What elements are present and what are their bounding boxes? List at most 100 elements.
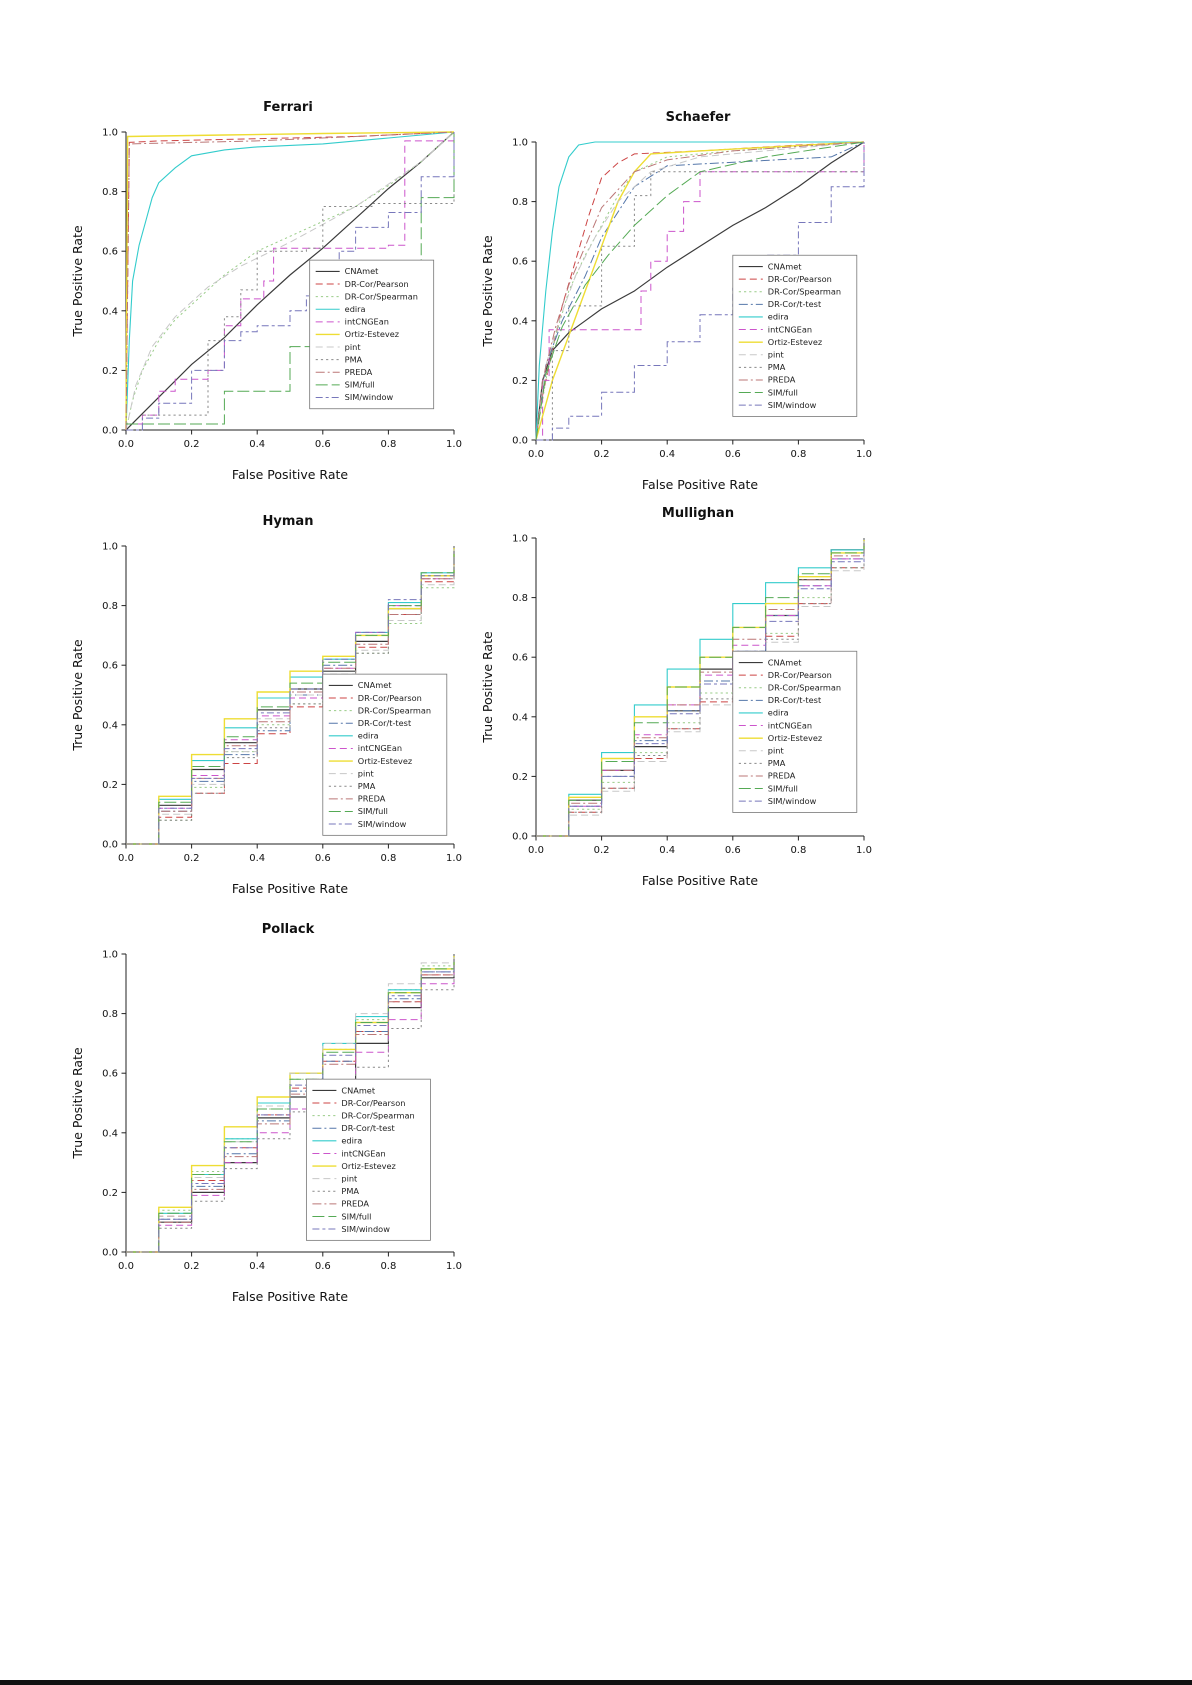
y-tick-label: 0.4: [512, 712, 528, 723]
legend-label-sim-window: SIM/window: [358, 819, 407, 829]
x-tick-label: 1.0: [446, 1261, 462, 1272]
legend-label-dr-cor-pearson: DR-Cor/Pearson: [341, 1098, 405, 1108]
x-tick-label: 0.6: [315, 1261, 331, 1272]
x-tick-label: 0.4: [659, 845, 675, 856]
series-intcngean: [126, 132, 455, 425]
x-tick-label: 0.0: [118, 1261, 134, 1272]
chart-canvas-mullighan: 0.0 0.2 0.4 0.6 0.8 1.0 0.0 0.2 0.4 0.6 0.8 1.0 CNAm…: [478, 528, 878, 893]
legend-label-pint: pint: [345, 342, 362, 352]
x-tick-label: 0.2: [184, 1261, 200, 1272]
legend-label-dr-cor-pearson: DR-Cor/Pearson: [358, 693, 422, 703]
legend-label-edira: edira: [341, 1136, 362, 1146]
series-ortiz-estevez: [125, 131, 455, 431]
legend-label-preda: PREDA: [358, 794, 386, 804]
y-tick-label: 0.4: [102, 1128, 118, 1139]
legend-label-cnamet: CNAmet: [345, 266, 379, 276]
series-preda: [125, 131, 455, 431]
series-sim-window: [536, 538, 865, 837]
legend-label-cnamet: CNAmet: [341, 1085, 375, 1095]
legend-label-dr-cor-t-test: DR-Cor/t-test: [358, 718, 412, 728]
legend-label-pma: PMA: [341, 1186, 359, 1196]
bottom-rule: [0, 1680, 1192, 1685]
legend-label-intcngean: intCNGEan: [341, 1148, 385, 1158]
y-tick-label: 0.2: [102, 366, 118, 377]
legend-label-cnamet: CNAmet: [768, 261, 802, 271]
x-tick-label: 0.2: [184, 853, 200, 864]
legend-label-dr-cor-spearman: DR-Cor/Spearman: [345, 291, 418, 301]
roc-plot: 0.0 0.2 0.4 0.6 0.8 1.0 0.0 0.2 0.4 0.6 0.8 1.0 CNAm…: [70, 542, 462, 897]
y-tick-label: 0.8: [512, 197, 528, 208]
legend-label-preda: PREDA: [768, 375, 796, 385]
legend-label-ortiz-estevez: Ortiz-Estevez: [345, 329, 399, 339]
x-axis-label: False Positive Rate: [232, 467, 348, 482]
legend-label-pint: pint: [341, 1173, 358, 1183]
series-pma: [126, 132, 455, 431]
legend-label-intcngean: intCNGEan: [358, 743, 402, 753]
y-tick-label: 0.2: [512, 772, 528, 783]
legend-label-intcngean: intCNGEan: [768, 324, 812, 334]
legend-label-edira: edira: [768, 312, 789, 322]
y-tick-label: 0.2: [512, 376, 528, 387]
y-tick-label: 0.0: [512, 436, 528, 447]
roc-plot: 0.0 0.2 0.4 0.6 0.8 1.0 0.0 0.2 0.4 0.6 0.8 1.0 CNAm…: [480, 534, 872, 889]
x-tick-label: 0.0: [118, 439, 134, 450]
x-tick-label: 0.0: [118, 853, 134, 864]
legend-label-pma: PMA: [358, 781, 376, 791]
chart-canvas-pollack: 0.0 0.2 0.4 0.6 0.8 1.0 0.0 0.2 0.4 0.6 0.8 1.0 CNAm…: [68, 944, 468, 1309]
legend-label-sim-full: SIM/full: [768, 783, 798, 793]
series-cnamet: [125, 131, 455, 431]
x-tick-label: 1.0: [856, 845, 872, 856]
legend-label-dr-cor-pearson: DR-Cor/Pearson: [345, 279, 409, 289]
y-axis-label: True Positive Rate: [70, 225, 85, 338]
legend-box: [732, 254, 858, 417]
legend-label-cnamet: CNAmet: [768, 657, 802, 667]
series-pint: [125, 131, 455, 431]
y-tick-label: 0.8: [102, 187, 118, 198]
x-tick-label: 0.0: [528, 449, 544, 460]
x-tick-label: 0.6: [315, 853, 331, 864]
legend-label-dr-cor-pearson: DR-Cor/Pearson: [768, 670, 832, 680]
legend-label-pma: PMA: [768, 758, 786, 768]
x-axis-label: False Positive Rate: [232, 1289, 348, 1304]
x-tick-label: 0.6: [725, 449, 741, 460]
series-edira: [535, 141, 864, 441]
legend-label-preda: PREDA: [341, 1199, 369, 1209]
y-tick-label: 1.0: [512, 138, 528, 149]
y-tick-label: 0.8: [512, 593, 528, 604]
legend-label-pma: PMA: [768, 362, 786, 372]
legend-box: [732, 650, 858, 813]
legend-label-intcngean: intCNGEan: [768, 720, 812, 730]
series-sim-full: [126, 546, 455, 845]
x-tick-label: 0.8: [790, 845, 806, 856]
y-tick-label: 1.0: [102, 128, 118, 139]
chart-canvas-hyman: 0.0 0.2 0.4 0.6 0.8 1.0 0.0 0.2 0.4 0.6 0.8 1.0 CNAm…: [68, 536, 468, 901]
y-tick-label: 1.0: [102, 950, 118, 961]
roc-plot: 0.0 0.2 0.4 0.6 0.8 1.0 0.0 0.2 0.4 0.6 0.8 1.0 CNAm…: [70, 950, 462, 1305]
y-tick-label: 0.2: [102, 1188, 118, 1199]
x-axis-label: False Positive Rate: [642, 477, 758, 492]
x-axis-label: False Positive Rate: [232, 881, 348, 896]
y-tick-label: 0.4: [512, 316, 528, 327]
series-pma: [536, 142, 865, 441]
legend-label-dr-cor-spearman: DR-Cor/Spearman: [341, 1110, 414, 1120]
chart-canvas-ferrari: 0.0 0.2 0.4 0.6 0.8 1.0 0.0 0.2 0.4 0.6 0.8 1.0 CNAm…: [68, 122, 468, 487]
legend-label-sim-window: SIM/window: [768, 400, 817, 410]
chart-schaefer: Schaefer 0.0 0.2 0.4 0.6 0.8 1.0 0.0 0.2 0.4 0.6 0…: [478, 110, 878, 497]
y-axis-label: True Positive Rate: [480, 631, 495, 744]
legend-label-preda: PREDA: [768, 771, 796, 781]
legend-box: [322, 673, 448, 836]
x-tick-label: 0.4: [659, 449, 675, 460]
x-tick-label: 0.8: [380, 439, 396, 450]
chart-title-ferrari: Ferrari: [263, 100, 313, 115]
legend-label-ortiz-estevez: Ortiz-Estevez: [768, 337, 822, 347]
series-dr-cor-pearson: [125, 131, 455, 431]
legend-label-sim-full: SIM/full: [345, 380, 375, 390]
x-tick-label: 1.0: [446, 439, 462, 450]
chart-title-schaefer: Schaefer: [665, 110, 731, 125]
series-pma: [536, 538, 865, 837]
legend-label-edira: edira: [768, 708, 789, 718]
series-sim-window: [536, 142, 865, 441]
legend-label-sim-window: SIM/window: [341, 1224, 390, 1234]
series-sim-window: [126, 546, 455, 845]
y-axis-label: True Positive Rate: [70, 1047, 85, 1160]
